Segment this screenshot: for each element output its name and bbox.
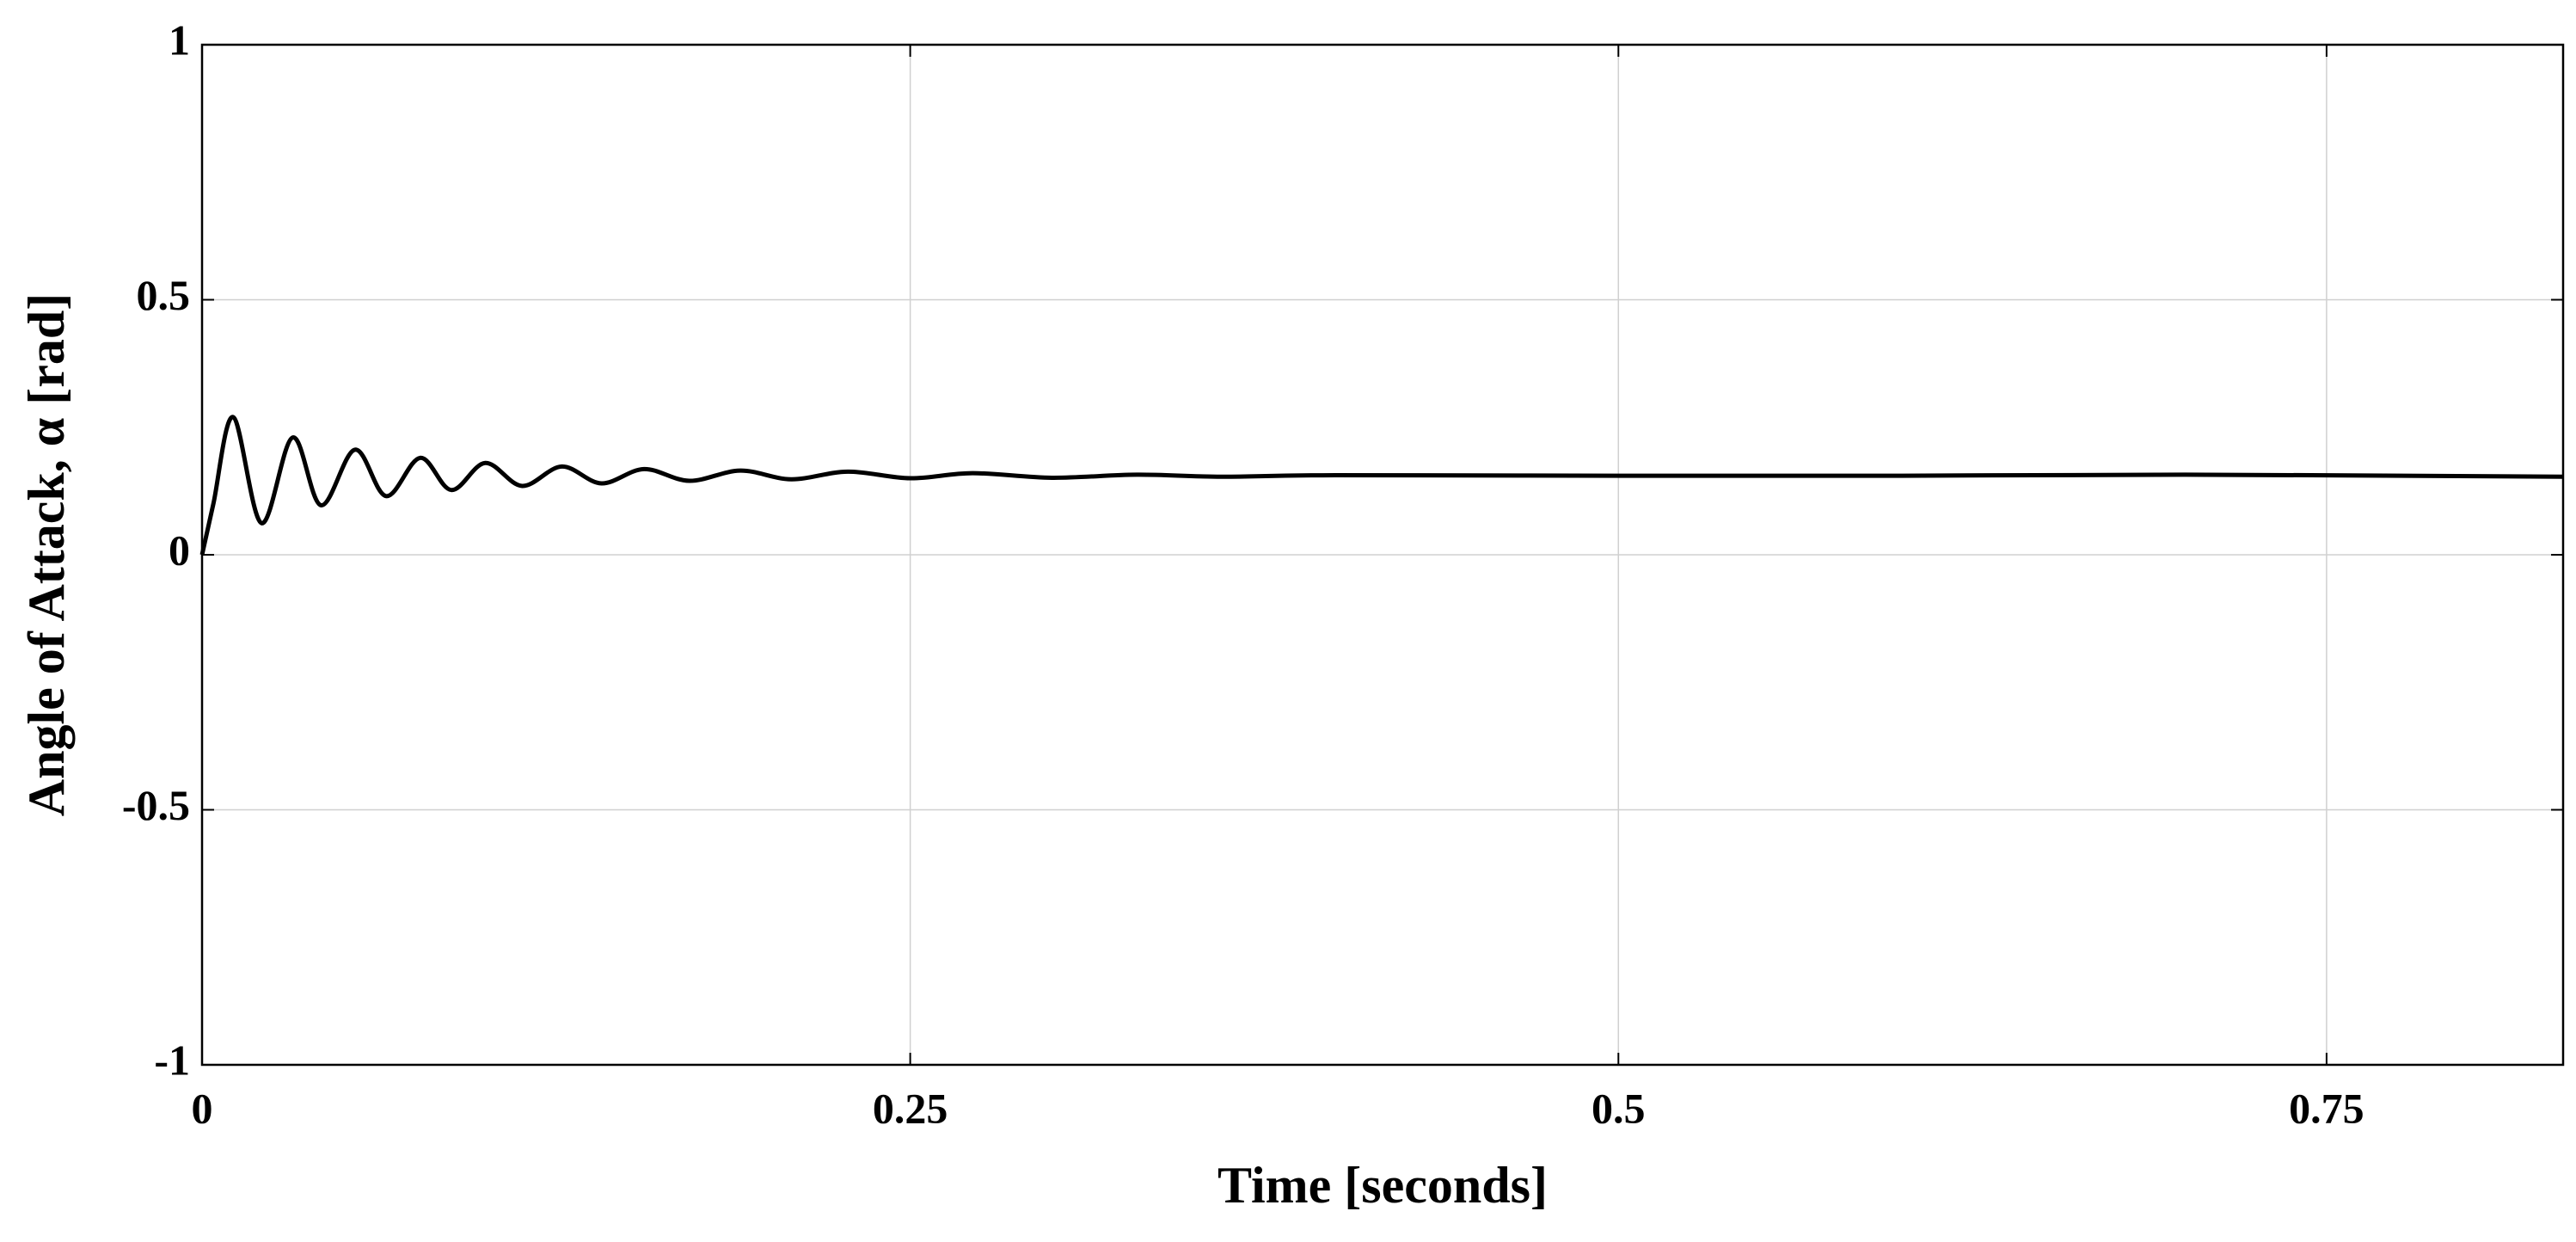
x-axis-label: Time [seconds]: [1217, 1157, 1548, 1214]
y-tick-label: 1: [169, 15, 190, 64]
y-tick-label: -1: [154, 1036, 190, 1084]
x-tick-label: 0.5: [1592, 1084, 1646, 1132]
data-line: [199, 415, 2564, 556]
y-tick-label: -0.5: [122, 781, 190, 829]
y-tick-label: 0: [169, 526, 190, 574]
y-axis-label: Angle of Attack, α [rad]: [18, 293, 75, 816]
x-tick-label: 0: [192, 1084, 213, 1132]
x-tick-label: 0.25: [873, 1084, 948, 1132]
x-tick-label: 0.75: [2289, 1084, 2364, 1132]
y-tick-label: 0.5: [137, 271, 191, 319]
